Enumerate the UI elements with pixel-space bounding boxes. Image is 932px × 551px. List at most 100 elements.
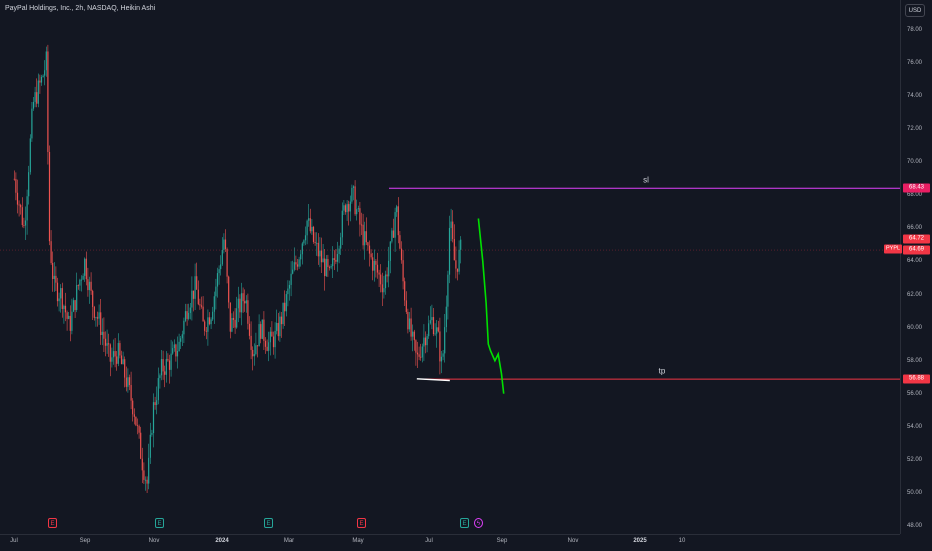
candle-body: [308, 218, 310, 221]
candle-body: [240, 293, 243, 313]
earnings-event-icon[interactable]: E: [357, 518, 366, 528]
split-event-icon[interactable]: ϟ: [474, 518, 483, 528]
candle-body: [362, 224, 364, 246]
candle-body: [320, 250, 323, 263]
candle-body: [154, 402, 156, 406]
earnings-beat-icon[interactable]: E: [155, 518, 164, 528]
price-tick: 48.00: [907, 523, 923, 529]
candle-body: [260, 324, 262, 339]
candle-body: [92, 290, 94, 307]
candle-body: [170, 353, 172, 370]
candle-body: [386, 274, 388, 277]
candle-body: [389, 241, 391, 261]
candle-body: [204, 321, 206, 331]
candle-body: [20, 204, 22, 208]
candle-body: [175, 344, 177, 357]
candle-body: [224, 239, 227, 249]
candle-body: [248, 323, 251, 336]
candle-body: [418, 354, 420, 357]
candle-body: [220, 264, 222, 270]
price-tick: 56.00: [907, 390, 923, 397]
candle-body: [157, 378, 159, 401]
time-tick: Nov: [148, 538, 160, 544]
time-tick: Jul: [425, 538, 433, 544]
candle-body: [365, 231, 367, 243]
time-axis[interactable]: Jul Sep Nov 2024 Mar May Jul Sep Nov 2025 10: [0, 534, 900, 551]
candle-body: [437, 327, 439, 332]
candle-body: [440, 356, 443, 362]
candle-body: [208, 317, 211, 325]
candle-body: [237, 298, 239, 309]
candle-body: [253, 354, 255, 357]
candle-body: [343, 205, 345, 211]
candle-body: [160, 359, 163, 376]
candle-body: [400, 248, 403, 261]
candle-body: [356, 209, 358, 215]
projection-path[interactable]: [477, 218, 505, 394]
candle-body: [256, 345, 259, 347]
candle-body: [448, 227, 451, 275]
candle-body: [311, 226, 313, 232]
candle-body: [55, 275, 57, 283]
price-tick: 58.00: [907, 357, 923, 364]
candle-body: [149, 434, 151, 458]
candle-body: [47, 51, 49, 152]
candle-body: [111, 357, 113, 362]
price-axis[interactable]: 78.00 76.00 74.00 72.00 70.00 68.00 66.00 64.00…: [900, 0, 932, 534]
earnings-beat-icon[interactable]: E: [460, 518, 469, 528]
candle-body: [276, 322, 278, 331]
candle-body: [375, 260, 377, 265]
candle-body: [274, 330, 276, 348]
candle-body: [333, 258, 335, 260]
candle-body: [69, 315, 71, 331]
candle-body: [124, 359, 126, 378]
candle-body: [40, 76, 43, 83]
price-tick: 74.00: [907, 93, 923, 100]
candle-body: [18, 204, 20, 206]
candle-body: [428, 323, 430, 337]
candle-body: [26, 196, 28, 221]
candle-body: [285, 294, 287, 312]
candle-body: [53, 275, 55, 280]
candle-body: [244, 301, 246, 304]
candle-body: [330, 266, 332, 268]
candle-body: [60, 288, 62, 299]
candle-body: [23, 225, 25, 226]
earnings-beat-icon[interactable]: E: [264, 518, 273, 528]
candle-body: [407, 311, 409, 330]
candle-body: [216, 273, 219, 287]
price-tick: 68.00: [907, 192, 923, 199]
candle-body: [349, 201, 351, 212]
currency-button[interactable]: USD: [905, 4, 925, 17]
candle-body: [431, 317, 433, 321]
candle-body: [50, 241, 52, 263]
candle-body: [68, 315, 70, 319]
price-chart[interactable]: [0, 0, 900, 534]
candle-body: [128, 377, 131, 386]
candle-body: [279, 316, 281, 337]
candle-body: [191, 290, 193, 308]
earnings-event-icon[interactable]: E: [48, 518, 57, 528]
candle-body: [58, 298, 60, 302]
candle-body: [304, 235, 307, 241]
candle-body: [252, 349, 254, 357]
candle-body: [39, 80, 41, 83]
candle-body: [114, 351, 116, 357]
candle-body: [13, 178, 15, 180]
candle-body: [140, 432, 142, 459]
candle-body: [100, 312, 102, 336]
candle-body: [332, 258, 334, 267]
candle-body: [148, 457, 150, 484]
candle-body: [288, 284, 291, 289]
candle-body: [234, 319, 236, 328]
candle-body: [135, 416, 137, 426]
candle-body: [247, 300, 249, 324]
candle-body: [42, 75, 44, 77]
candle-body: [410, 318, 412, 337]
candle-body: [188, 312, 190, 319]
price-tick: 76.00: [907, 60, 923, 67]
tp-annotation[interactable]: tp: [658, 366, 666, 376]
candle-body: [85, 258, 87, 280]
sl-annotation[interactable]: sl: [643, 175, 649, 185]
swing-low-marker[interactable]: [416, 378, 450, 382]
